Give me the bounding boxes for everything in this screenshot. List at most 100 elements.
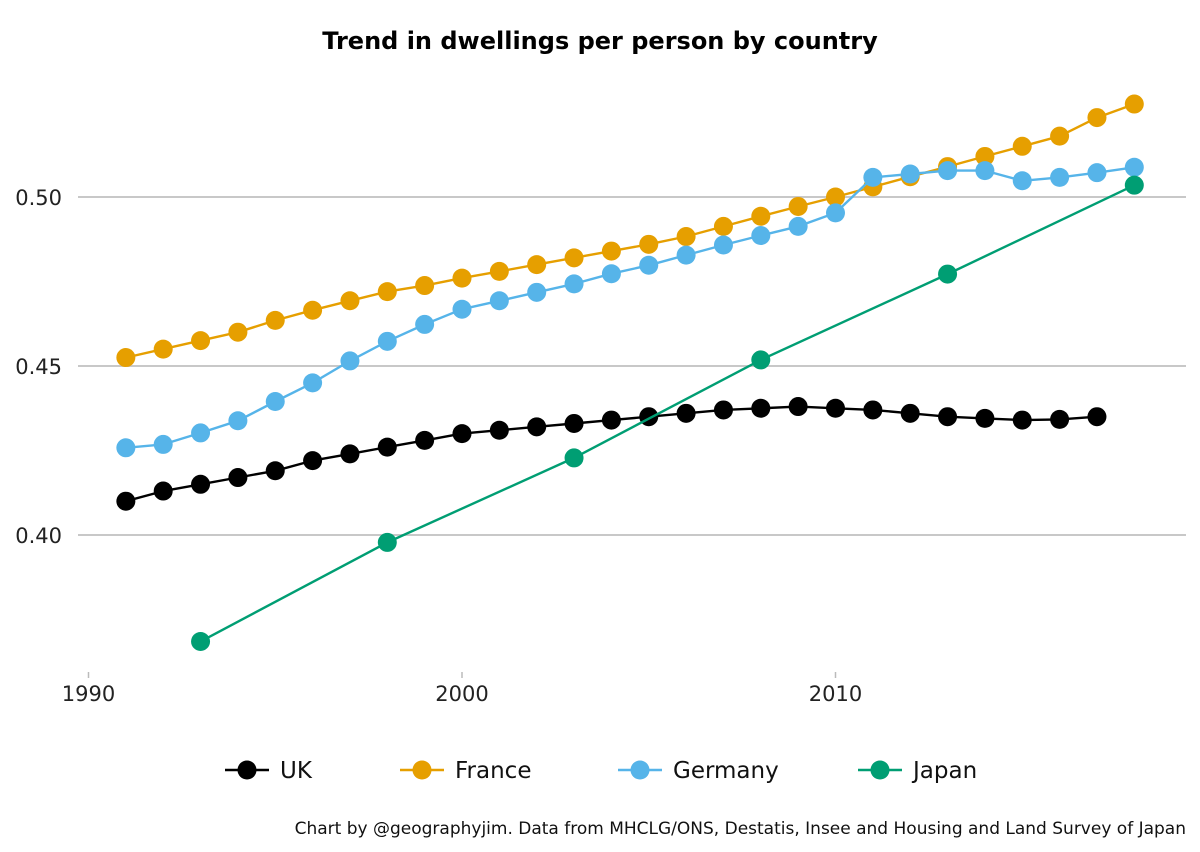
data-point-uk [863, 400, 883, 420]
data-point-france [377, 282, 397, 302]
data-point-france [340, 291, 360, 311]
x-tick-label: 2000 [435, 682, 488, 706]
data-point-france [452, 268, 472, 288]
data-point-uk [601, 410, 621, 430]
data-point-france [489, 261, 509, 281]
data-point-germany [377, 331, 397, 351]
series-germany [116, 157, 1144, 458]
data-point-japan [938, 264, 958, 284]
y-axis: 0.40 0.45 0.50 [15, 186, 62, 548]
data-point-uk [153, 481, 173, 501]
data-point-uk [452, 424, 472, 444]
data-point-uk [489, 420, 509, 440]
data-point-germany [340, 351, 360, 371]
data-point-uk [975, 408, 995, 428]
data-point-japan [1124, 175, 1144, 195]
data-point-germany [863, 167, 883, 187]
data-point-germany [116, 438, 136, 458]
data-point-uk [788, 397, 808, 417]
data-point-uk [826, 398, 845, 418]
data-point-uk [1012, 410, 1032, 430]
legend-key-point [630, 760, 650, 780]
data-point-france [1087, 108, 1107, 128]
data-point-france [788, 196, 808, 216]
data-point-uk [265, 461, 285, 481]
data-point-germany [975, 161, 995, 181]
data-point-germany [826, 203, 845, 223]
data-point-japan [377, 532, 397, 552]
data-point-germany [191, 423, 211, 443]
data-point-japan [191, 631, 211, 651]
legend-item-japan: Japan [858, 758, 977, 784]
series-japan [191, 175, 1144, 651]
legend-label: France [455, 758, 531, 784]
series-line-japan [200, 184, 1135, 643]
series-uk [116, 397, 1107, 511]
data-point-uk [713, 400, 733, 420]
data-point-france [601, 241, 621, 261]
data-point-france [826, 187, 845, 207]
data-point-germany [751, 226, 771, 246]
data-point-germany [1124, 157, 1144, 177]
data-point-uk [1087, 407, 1107, 427]
gridlines [78, 196, 1186, 536]
series-france [116, 94, 1144, 368]
chart-caption: Chart by @geographyjim. Data from MHCLG/… [295, 819, 1186, 839]
data-point-uk [191, 474, 211, 494]
legend-key-point [237, 760, 257, 780]
data-point-france [153, 339, 173, 359]
data-point-france [1012, 136, 1032, 156]
data-point-france [1124, 94, 1144, 114]
data-point-germany [1012, 171, 1032, 191]
data-point-france [1050, 126, 1070, 146]
data-point-germany [788, 216, 808, 236]
data-point-uk [228, 468, 248, 488]
data-point-france [303, 300, 323, 320]
data-point-uk [116, 491, 136, 511]
legend-item-germany: Germany [618, 758, 779, 784]
x-tick-label: 2010 [809, 682, 862, 706]
data-point-uk [900, 403, 920, 423]
chart-title: Trend in dwellings per person by country [322, 27, 878, 55]
data-point-germany [415, 314, 435, 334]
data-point-uk [527, 417, 547, 437]
data-point-france [564, 248, 584, 268]
data-point-uk [303, 451, 323, 471]
data-point-germany [713, 235, 733, 255]
data-point-uk [751, 398, 771, 418]
legend: UK France Germany Japan [225, 758, 977, 784]
data-point-uk [377, 437, 397, 457]
series-line-germany [125, 166, 1135, 449]
legend-item-france: France [400, 758, 531, 784]
legend-key-point [412, 760, 432, 780]
y-tick-label: 0.45 [15, 355, 62, 379]
data-point-france [676, 227, 696, 247]
data-point-france [751, 206, 771, 226]
legend-label: UK [280, 758, 313, 784]
data-point-uk [676, 403, 696, 423]
data-point-france [116, 348, 136, 368]
data-point-germany [564, 274, 584, 294]
data-point-germany [639, 255, 659, 275]
x-axis: 1990 2000 2010 [62, 672, 862, 706]
legend-label: Japan [911, 758, 977, 784]
data-point-france [639, 234, 659, 254]
data-point-germany [303, 373, 323, 393]
data-point-japan [751, 350, 771, 370]
data-point-germany [228, 411, 248, 431]
data-point-france [228, 322, 248, 342]
plot-area [116, 94, 1144, 651]
data-point-germany [527, 282, 547, 302]
data-point-japan [564, 448, 584, 468]
series-line-france [125, 102, 1135, 359]
data-point-france [527, 255, 547, 275]
data-point-germany [676, 245, 696, 265]
data-point-germany [900, 164, 920, 184]
data-point-uk [938, 407, 958, 427]
legend-item-uk: UK [225, 758, 313, 784]
data-point-germany [153, 434, 173, 454]
data-point-uk [415, 430, 435, 450]
data-point-uk [1050, 409, 1070, 429]
data-point-germany [1087, 163, 1107, 183]
